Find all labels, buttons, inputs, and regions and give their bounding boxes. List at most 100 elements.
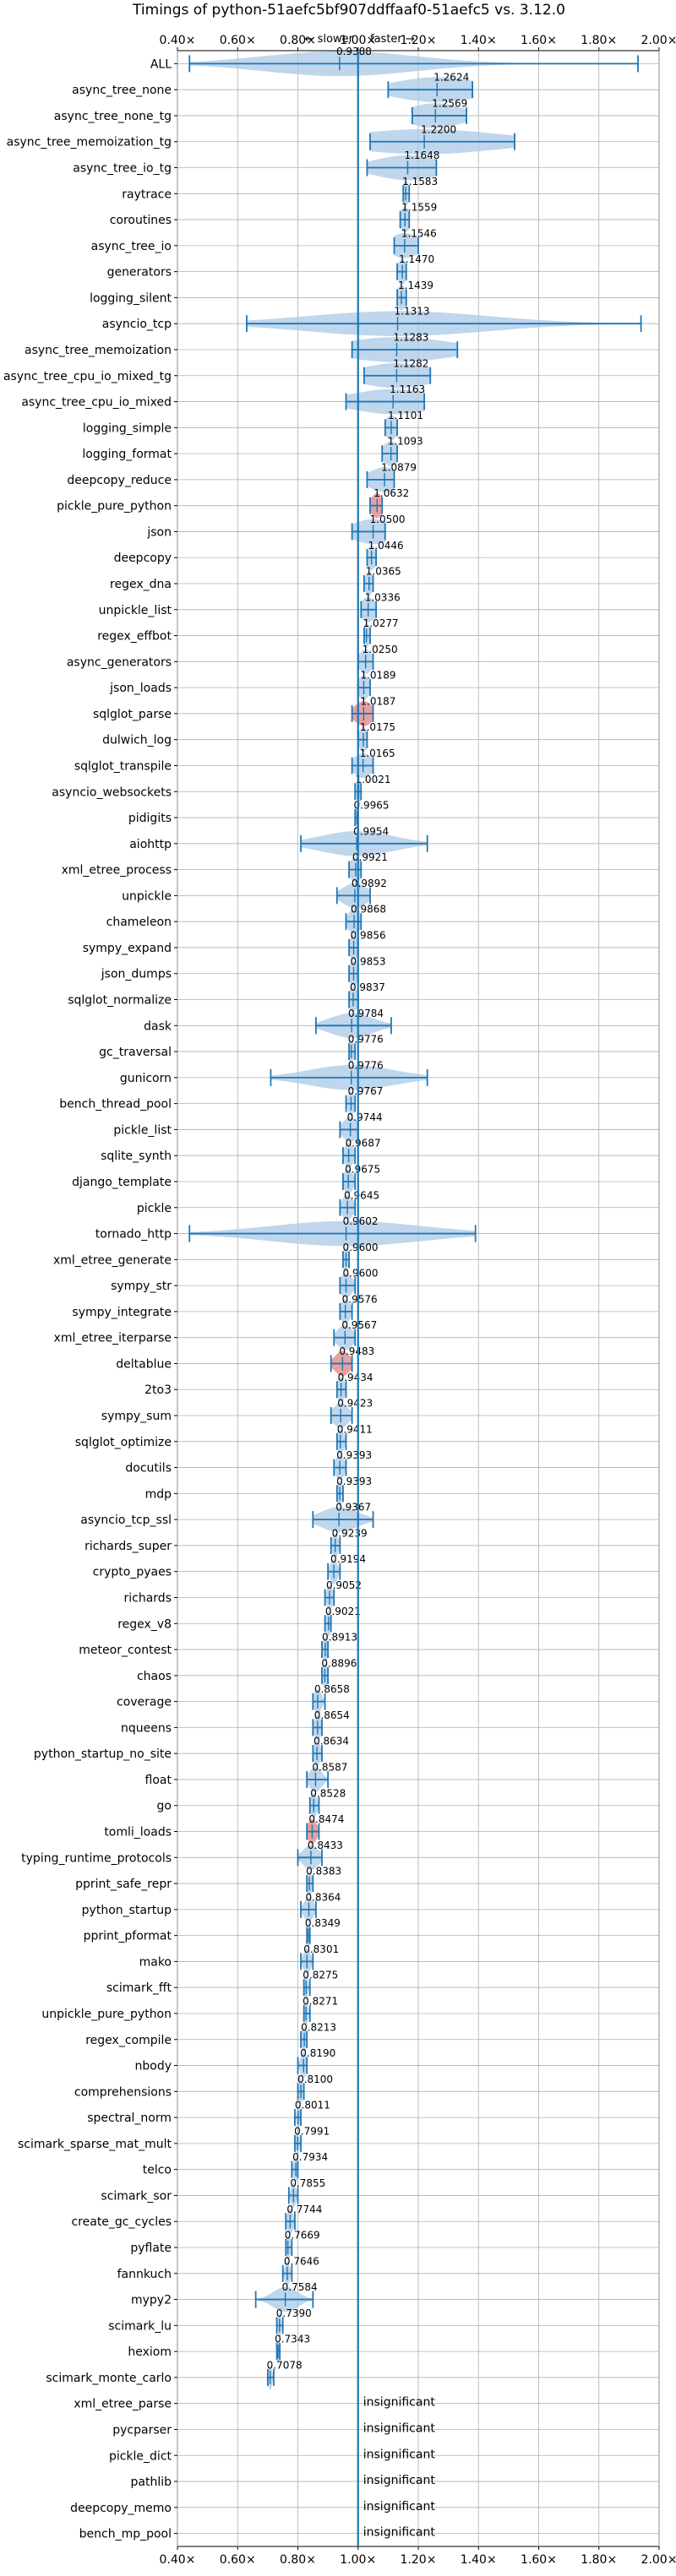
benchmark-label: create_gc_cycles <box>71 2215 172 2229</box>
benchmark-label: asyncio_tcp <box>102 318 172 331</box>
benchmark-label: richards_super <box>84 1540 172 1553</box>
benchmark-label: asyncio_tcp_ssl <box>80 1514 172 1527</box>
benchmark-label: mako <box>139 1955 172 1969</box>
violin-docutils: 0.9393 <box>333 1449 372 1481</box>
insignificant-label: insignificant <box>363 2474 436 2487</box>
median-value-label: 0.8587 <box>312 1761 347 1773</box>
median-value-label: 0.9744 <box>347 1111 383 1123</box>
benchmark-label: python_startup_no_site <box>34 1747 172 1761</box>
violin-regex_dna: 1.0365 <box>363 566 401 596</box>
median-value-label: 0.8658 <box>314 1683 350 1695</box>
benchmark-label: docutils <box>125 1462 172 1475</box>
violin-comprehensions: 0.8100 <box>297 2073 333 2105</box>
x-tick-label-top: 0.40× <box>160 34 196 47</box>
median-value-label: 0.9600 <box>343 1242 379 1253</box>
violin-pickle_pure_python: 1.0632 <box>369 487 409 519</box>
benchmark-label: fannkuch <box>117 2268 172 2281</box>
median-value-label: 1.1470 <box>399 253 434 265</box>
median-value-label: 0.8913 <box>322 1632 357 1644</box>
median-value-label: 0.8528 <box>310 1787 346 1799</box>
violin-float: 0.8587 <box>306 1761 347 1792</box>
benchmark-label: deepcopy <box>114 552 172 565</box>
median-value-label: 0.9837 <box>350 981 385 993</box>
violin-async_tree_cpu_io_mixed: 1.1163 <box>345 383 425 415</box>
violin-create_gc_cycles: 0.7744 <box>285 2204 322 2234</box>
violin-mdp: 0.9393 <box>335 1475 372 1507</box>
benchmark-label: chaos <box>137 1670 172 1683</box>
median-value-label: 0.8301 <box>303 1943 339 1955</box>
benchmark-label: dulwich_log <box>102 734 172 747</box>
median-value-label: 1.2624 <box>433 72 469 84</box>
median-value-label: 0.8383 <box>306 1866 341 1878</box>
benchmark-label: pyflate <box>130 2242 172 2255</box>
median-value-label: 1.0632 <box>373 487 409 499</box>
violin-json: 1.0500 <box>351 514 406 545</box>
median-value-label: 0.8634 <box>313 1736 349 1747</box>
benchmark-label: async_tree_none <box>72 84 172 97</box>
x-tick-label-bottom: 1.80× <box>581 2553 617 2567</box>
benchmark-label: generators <box>107 266 172 280</box>
x-tick-label-top: 1.60× <box>521 34 557 47</box>
violin-scimark_monte_carlo: 0.7078 <box>267 2359 303 2390</box>
median-value-label: 0.9411 <box>337 1423 373 1435</box>
benchmark-label: scimark_lu <box>108 2319 172 2333</box>
median-value-label: 0.8474 <box>308 1813 344 1825</box>
violin-sympy_expand: 0.9856 <box>348 929 386 960</box>
median-value-label: 0.9921 <box>352 851 388 863</box>
gridlines <box>177 51 660 2546</box>
x-tick-label-bottom: 1.40× <box>461 2553 497 2567</box>
x-tick-label-top: 1.20× <box>401 34 437 47</box>
median-value-label: 0.8100 <box>297 2073 333 2085</box>
median-value-label: 0.7934 <box>292 2151 328 2163</box>
benchmark-label: go <box>157 1800 172 1813</box>
benchmark-label: xml_etree_iterparse <box>54 1332 172 1345</box>
chart-title: Timings of python-51aefc5bf907ddffaaf0-5… <box>132 2 565 19</box>
benchmark-label: pickle_dict <box>109 2449 172 2463</box>
median-value-label: 0.7855 <box>290 2177 325 2189</box>
median-value-label: 0.7343 <box>275 2334 310 2345</box>
violin-coroutines: 1.1559 <box>399 202 437 232</box>
benchmark-label: sqlglot_parse <box>93 708 172 721</box>
violin-2to3: 0.9434 <box>335 1372 373 1402</box>
violin-async_tree_none: 1.2624 <box>387 72 474 102</box>
benchmark-label: unpickle_pure_python <box>41 2008 172 2021</box>
benchmark-label: sympy_expand <box>83 942 172 955</box>
insignificant-label: insignificant <box>363 2396 436 2410</box>
median-value-label: 0.8433 <box>308 1840 343 1851</box>
benchmark-label: gunicorn <box>120 1072 172 1085</box>
median-value-label: 0.8364 <box>305 1891 341 1903</box>
violin-generators: 1.1470 <box>396 253 434 285</box>
median-value-label: 0.9776 <box>348 1034 384 1046</box>
median-value-label: 0.9868 <box>351 904 386 916</box>
benchmark-label: sympy_str <box>111 1280 172 1293</box>
benchmark-label: tornado_http <box>95 1228 172 1242</box>
benchmark-label: xml_etree_process <box>62 864 172 878</box>
violin-sqlite_synth: 0.9687 <box>342 1138 381 1168</box>
median-value-label: 0.9602 <box>343 1215 379 1227</box>
violin-async_tree_memoization_tg: 1.2200 <box>369 123 515 155</box>
benchmark-label: asyncio_websockets <box>52 785 172 799</box>
benchmark-label: logging_silent <box>90 291 172 305</box>
median-value-label: 0.8349 <box>305 1917 341 1929</box>
benchmark-label: scimark_fft <box>106 1981 172 1995</box>
median-value-label: 0.7669 <box>285 2230 320 2242</box>
median-value-label: 1.0879 <box>381 461 417 473</box>
x-tick-label-top: 0.60× <box>220 34 256 47</box>
median-value-label: 1.1583 <box>402 176 438 187</box>
benchmark-label: nbody <box>135 2060 172 2073</box>
violin-nqueens: 0.8654 <box>312 1709 350 1741</box>
median-value-label: 0.8011 <box>295 2100 330 2111</box>
violin-telco: 0.7934 <box>291 2151 328 2182</box>
benchmark-label: pprint_pformat <box>84 1930 172 1943</box>
median-value-label: 0.9784 <box>348 1008 384 1019</box>
x-tick-label-top: 1.40× <box>461 34 497 47</box>
x-tick-label-top: 2.00× <box>641 34 676 47</box>
violin-json_dumps: 0.9853 <box>348 955 386 986</box>
violin-async_tree_none_tg: 1.2569 <box>411 97 467 128</box>
benchmark-label: ALL <box>150 57 172 71</box>
violin-async_tree_io: 1.1546 <box>393 227 437 258</box>
benchmark-label: bench_thread_pool <box>59 1098 172 1111</box>
faster-annotation: faster → <box>370 33 415 46</box>
median-value-label: 1.2200 <box>421 123 456 135</box>
benchmark-label: unpickle <box>122 889 172 903</box>
